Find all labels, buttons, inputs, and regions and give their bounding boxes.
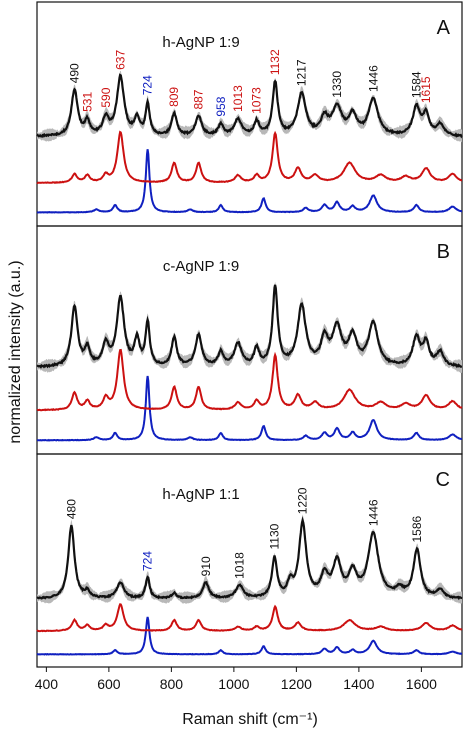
- x-tick-label: 1000: [218, 676, 249, 692]
- series-band: [37, 514, 462, 604]
- x-tick-label: 1200: [281, 676, 312, 692]
- panel-title: h-AgNP 1:1: [162, 486, 239, 503]
- x-tick-label: 600: [97, 676, 121, 692]
- series-line: [36, 130, 463, 185]
- peak-label: 1330: [330, 71, 344, 98]
- peak-label: 910: [199, 556, 213, 576]
- peak-label: 1446: [366, 499, 380, 526]
- x-tick-label: 1400: [343, 676, 374, 692]
- series-line: [36, 284, 463, 369]
- series-line: [36, 516, 463, 601]
- y-axis-label: normalized intensity (a.u.): [7, 260, 24, 443]
- panel-letter: A: [437, 17, 451, 39]
- panel-b: Bc-AgNP 1:9: [36, 225, 463, 455]
- series-line: [36, 73, 463, 139]
- peak-label: 490: [67, 63, 81, 83]
- x-tick-label: 800: [160, 676, 184, 692]
- panel-c: Ch-AgNP 1:1 480 724 910 1018 1130 1220 1446 1586: [36, 453, 463, 668]
- peak-label: 1130: [267, 523, 281, 549]
- series-line: [36, 149, 463, 214]
- series-band: [37, 70, 462, 143]
- peak-label: 1013: [231, 85, 245, 112]
- peak-label: 958: [214, 96, 228, 116]
- panel-title: c-AgNP 1:9: [163, 258, 239, 275]
- peak-label: 1220: [296, 487, 310, 514]
- peak-label: 809: [167, 87, 181, 107]
- peak-label: 887: [192, 89, 206, 109]
- peak-label: 724: [141, 551, 155, 571]
- peak-label: 1586: [410, 515, 424, 542]
- panels-layer: Ah-AgNP 1:9 490 531 590 637 724 809 887 958 1013 1…: [36, 1, 463, 668]
- peak-label: 590: [99, 87, 113, 107]
- panel-frame: [36, 453, 463, 668]
- series-line: [37, 375, 463, 442]
- peak-label: 1446: [366, 65, 380, 92]
- series-line: [36, 616, 463, 656]
- panel-title: h-AgNP 1:9: [162, 34, 239, 51]
- panel-letter: C: [436, 469, 450, 491]
- panel-a: Ah-AgNP 1:9 490 531 590 637 724 809 887 958 1013 1…: [36, 1, 463, 227]
- peak-label: 1615: [419, 76, 433, 103]
- series-line: [36, 348, 463, 412]
- peak-label: 1132: [268, 49, 282, 75]
- peak-label: 1584: [409, 71, 423, 98]
- peak-label: 724: [141, 75, 155, 95]
- peak-label: 480: [64, 499, 78, 519]
- x-axis-label: Raman shift (cm⁻¹): [182, 711, 318, 728]
- peak-label: 1217: [295, 59, 309, 86]
- panel-frame: [36, 225, 463, 455]
- peak-label: 531: [80, 92, 94, 112]
- series-line: [36, 603, 463, 633]
- peak-label: 637: [113, 50, 127, 70]
- panel-letter: B: [437, 241, 450, 263]
- peak-label: 1018: [232, 552, 246, 579]
- x-tick-label: 1600: [406, 676, 437, 692]
- peak-label: 1073: [250, 87, 264, 114]
- axis-layer: 400 600 800 1000 1200 1400 1600: [35, 667, 437, 692]
- x-tick-label: 400: [35, 676, 59, 692]
